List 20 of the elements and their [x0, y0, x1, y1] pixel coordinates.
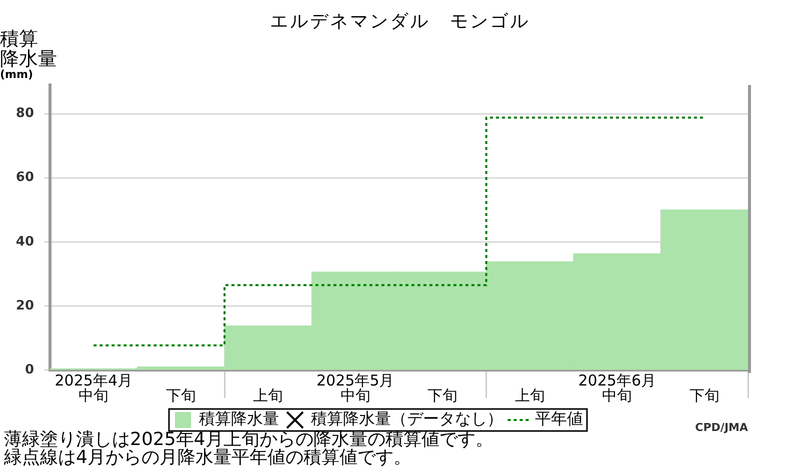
x-tick-label: 2025年5月中旬 [316, 371, 394, 404]
x-tick-label: 2025年4月中旬 [54, 371, 132, 404]
text: 緑点線は4月からの月降水量平年値の積算値です。 [4, 447, 412, 468]
legend-label: 積算降水量 [199, 409, 279, 428]
legend-label: 積算降水量（データなし） [311, 409, 503, 428]
y-tick-label: 80 [16, 106, 34, 122]
chart-title: エルデネマンダル モンゴル [270, 11, 530, 32]
y-axis-title: 積算降水量(mm) [0, 28, 57, 81]
y-tick-label: 20 [16, 298, 34, 314]
y-tick-label: 60 [16, 170, 34, 186]
legend-label: 平年値 [535, 409, 583, 428]
x-tick-label: 上旬 [253, 386, 284, 404]
y-tick-label: 40 [16, 234, 34, 250]
text: CPD/JMA [695, 421, 748, 434]
x-tick-label: 下旬 [689, 386, 720, 404]
x-tick-label: 2025年6月中旬 [578, 371, 656, 404]
x-tick-label: 上旬 [514, 386, 545, 404]
x-tick-label: 下旬 [166, 386, 196, 404]
y-tick-label: 0 [24, 362, 34, 378]
x-tick-label: 下旬 [428, 386, 458, 404]
